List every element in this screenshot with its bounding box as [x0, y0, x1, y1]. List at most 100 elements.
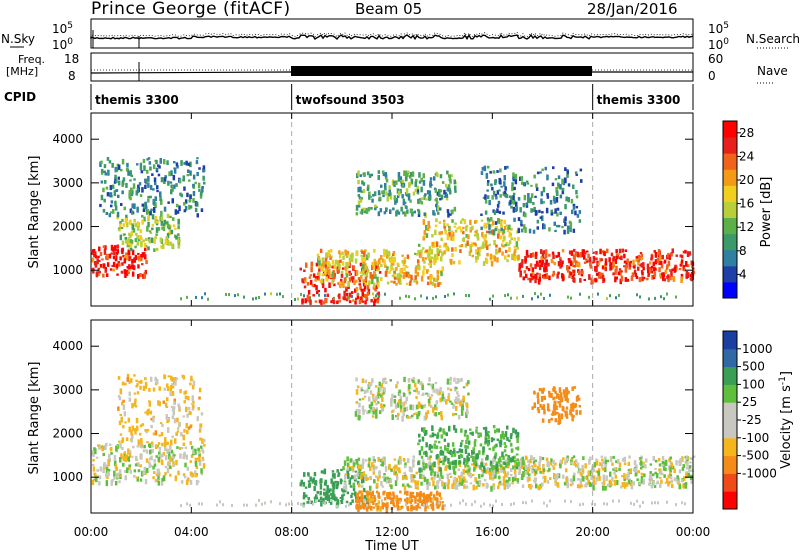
scatter-cell	[362, 189, 366, 193]
scatter-cell	[576, 396, 580, 401]
scatter-cell	[408, 466, 412, 472]
scatter-cell	[441, 393, 445, 400]
scatter-cell	[543, 250, 546, 255]
scatter-cell	[661, 460, 665, 465]
scatter-cell	[107, 462, 110, 467]
scatter-cell	[682, 483, 685, 489]
scatter-cell	[463, 433, 467, 437]
scatter-cell	[203, 181, 206, 185]
scatter-cell	[425, 269, 429, 274]
scatter-cell	[402, 201, 406, 206]
scatter-cell	[492, 457, 495, 461]
scatter-cell	[662, 466, 666, 471]
scatter-cell	[637, 258, 641, 263]
scatter-cell	[453, 206, 457, 212]
scatter-cell	[133, 469, 137, 473]
scatter-cell	[125, 167, 129, 171]
scatter-cell	[443, 455, 447, 462]
scatter-cell	[279, 292, 281, 296]
scatter-cell	[126, 373, 130, 380]
date-title: 28/Jan/2016	[587, 0, 678, 18]
scatter-cell	[354, 491, 357, 497]
scatter-cell	[539, 456, 542, 462]
scatter-cell	[345, 269, 348, 275]
scatter-cell	[366, 490, 369, 497]
scatter-cell	[104, 444, 107, 450]
scatter-cell	[130, 230, 134, 237]
scatter-cell	[567, 390, 570, 394]
scatter-cell	[166, 397, 169, 402]
scatter-cell	[410, 504, 413, 510]
scatter-cell	[153, 463, 157, 467]
scatter-cell	[139, 166, 143, 171]
scatter-cell	[201, 458, 205, 462]
scatter-cell	[370, 492, 374, 497]
scatter-cell	[614, 276, 617, 283]
scatter-cell	[411, 414, 414, 418]
scatter-cell	[124, 469, 127, 473]
scatter-cell	[469, 219, 472, 226]
scatter-cell	[657, 249, 661, 253]
scatter-cell	[105, 442, 108, 447]
scatter-cell	[370, 409, 374, 412]
scatter-cell	[166, 427, 170, 433]
scatter-cell	[367, 252, 370, 258]
scatter-cell	[572, 203, 576, 206]
scatter-cell	[119, 413, 122, 416]
scatter-cell	[117, 176, 120, 180]
scatter-cell	[324, 482, 327, 486]
scatter-cell	[671, 248, 674, 254]
scatter-cell	[640, 257, 644, 260]
scatter-cell	[636, 499, 638, 503]
scatter-cell	[536, 264, 540, 267]
scatter-cell	[360, 249, 363, 253]
scatter-cell	[585, 482, 588, 488]
scatter-cell	[412, 455, 415, 459]
scatter-cell	[200, 472, 204, 476]
scatter-cell	[197, 480, 200, 483]
scatter-cell	[377, 211, 381, 217]
scatter-cell	[552, 411, 555, 415]
scatter-cell	[112, 255, 116, 260]
scatter-cell	[481, 231, 484, 237]
scatter-cell	[373, 399, 376, 403]
scatter-cell	[362, 409, 365, 415]
scatter-cell	[541, 418, 545, 423]
scatter-cell	[122, 223, 125, 227]
scatter-cell	[415, 178, 418, 183]
power-cbar-segment	[723, 217, 737, 235]
scatter-cell	[439, 197, 442, 201]
scatter-cell	[498, 247, 501, 253]
scatter-cell	[304, 298, 307, 304]
scatter-cell	[395, 210, 398, 217]
scatter-cell	[556, 212, 559, 217]
scatter-cell	[651, 473, 655, 477]
scatter-cell	[360, 502, 362, 506]
scatter-cell	[378, 496, 381, 499]
scatter-cell	[339, 252, 342, 259]
scatter-cell	[166, 160, 169, 165]
scatter-cell	[321, 257, 325, 264]
scatter-cell	[467, 474, 470, 477]
scatter-cell	[624, 249, 628, 252]
scatter-cell	[432, 499, 434, 503]
scatter-cell	[198, 502, 200, 506]
scatter-cell	[435, 490, 439, 496]
scatter-cell	[196, 157, 199, 160]
scatter-cell	[439, 397, 442, 403]
scatter-cell	[670, 270, 673, 276]
scatter-cell	[125, 254, 128, 261]
scatter-cell	[467, 468, 471, 473]
scatter-cell	[190, 445, 194, 450]
scatter-cell	[555, 187, 558, 193]
scatter-cell	[350, 494, 353, 499]
scatter-cell	[611, 265, 615, 269]
scatter-cell	[582, 476, 585, 482]
scatter-cell	[357, 506, 360, 512]
scatter-cell	[514, 462, 517, 468]
scatter-cell	[270, 292, 272, 296]
scatter-cell	[469, 428, 472, 431]
scatter-cell	[487, 467, 491, 471]
scatter-cell	[403, 393, 406, 397]
scatter-cell	[379, 505, 382, 512]
